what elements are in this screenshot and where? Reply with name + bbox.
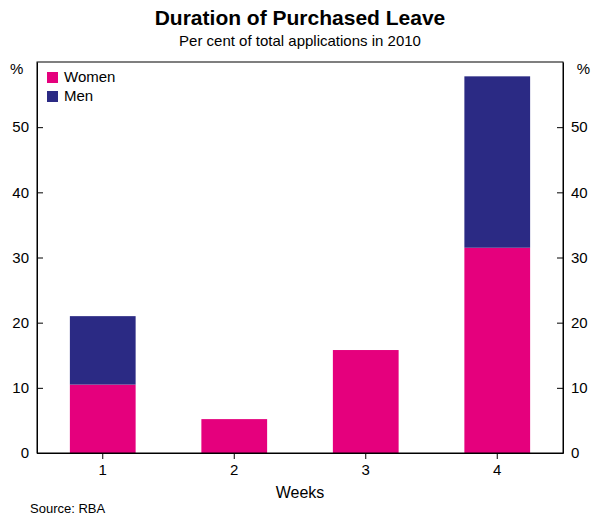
tick-label: 50 <box>571 118 588 135</box>
legend-swatch <box>47 72 58 83</box>
tick: 0 <box>557 444 579 461</box>
legend-label: Women <box>64 68 115 85</box>
tick: 50 <box>12 118 43 135</box>
tick-label: 2 <box>230 461 238 478</box>
bar <box>464 248 530 453</box>
tick-mark <box>557 388 563 389</box>
tick-label: 4 <box>493 461 501 478</box>
tick-mark <box>37 388 43 389</box>
tick-label: 3 <box>362 461 370 478</box>
tick: 20 <box>557 314 588 331</box>
y-axis-right: 0 10 20 30 40 50 <box>557 63 588 462</box>
tick: 10 <box>12 379 43 396</box>
bar <box>333 350 399 453</box>
tick-mark <box>557 258 563 259</box>
tick: 3 <box>362 453 370 478</box>
tick: 20 <box>12 314 43 331</box>
tick-label: 0 <box>21 444 29 461</box>
plot-frame <box>37 62 563 453</box>
tick-mark <box>102 453 103 459</box>
tick-label: 10 <box>12 379 29 396</box>
tick-label: 10 <box>571 379 588 396</box>
tick-label: 40 <box>12 184 29 201</box>
y-axis-label: % <box>10 60 23 77</box>
bar <box>333 350 399 351</box>
tick-label: 20 <box>571 314 588 331</box>
tick-label: 40 <box>571 184 588 201</box>
legend: Women Men <box>47 68 115 104</box>
tick-mark <box>557 192 563 193</box>
bar <box>201 419 267 420</box>
bars <box>70 76 530 453</box>
tick: 30 <box>557 249 588 266</box>
tick-mark <box>234 453 235 459</box>
x-axis-label: Weeks <box>276 484 325 501</box>
tick-mark <box>365 453 366 459</box>
tick: 40 <box>557 184 588 201</box>
tick-mark <box>557 127 563 128</box>
tick-mark <box>37 258 43 259</box>
subtitle: Per cent of total applications in 2010 <box>179 32 421 49</box>
tick-label: 0 <box>571 444 579 461</box>
title: Duration of Purchased Leave <box>155 6 446 29</box>
tick-mark <box>37 323 43 324</box>
tick: 0 <box>21 444 43 461</box>
tick-label: 30 <box>12 249 29 266</box>
y-axis-left: 0 10 20 30 40 50 <box>12 63 43 462</box>
legend-label: Men <box>64 87 93 104</box>
bar <box>464 76 530 247</box>
tick-label: 30 <box>571 249 588 266</box>
chart: Duration of Purchased Leave Per cent of t… <box>0 0 600 519</box>
axis-line <box>38 453 564 454</box>
source: Source: RBA <box>30 501 105 516</box>
tick-mark <box>497 453 498 459</box>
tick: 30 <box>12 249 43 266</box>
y-axis-label: % <box>577 60 590 77</box>
tick-mark <box>557 323 563 324</box>
tick-mark <box>37 127 43 128</box>
axis-line <box>563 63 564 454</box>
tick-label: 50 <box>12 118 29 135</box>
legend-swatch <box>47 91 58 102</box>
tick-label: 1 <box>99 461 107 478</box>
bar <box>201 419 267 453</box>
tick-label: 20 <box>12 314 29 331</box>
tick: 1 <box>99 453 107 478</box>
bar <box>70 316 136 384</box>
tick: 4 <box>493 453 501 478</box>
tick: 40 <box>12 184 43 201</box>
bar <box>70 385 136 453</box>
tick-mark <box>37 192 43 193</box>
x-axis: 1 2 3 4 <box>38 453 564 478</box>
tick: 10 <box>557 379 588 396</box>
tick: 50 <box>557 118 588 135</box>
tick: 2 <box>230 453 238 478</box>
